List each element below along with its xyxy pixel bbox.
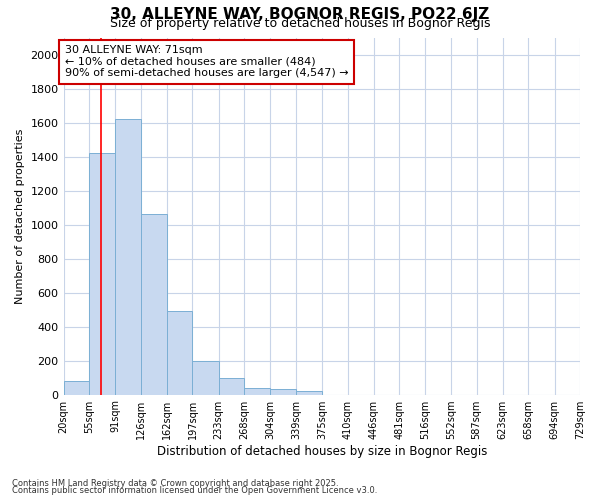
Bar: [244, 388, 271, 394]
Text: Contains public sector information licensed under the Open Government Licence v3: Contains public sector information licen…: [12, 486, 377, 495]
Bar: [115, 119, 141, 394]
Bar: [167, 312, 193, 394]
Bar: [218, 378, 244, 394]
Text: 30, ALLEYNE WAY, BOGNOR REGIS, PO22 6JZ: 30, ALLEYNE WAY, BOGNOR REGIS, PO22 6JZ: [110, 8, 490, 22]
Bar: [89, 153, 115, 394]
Text: Size of property relative to detached houses in Bognor Regis: Size of property relative to detached ho…: [110, 18, 490, 30]
Bar: [296, 391, 322, 394]
X-axis label: Distribution of detached houses by size in Bognor Regis: Distribution of detached houses by size …: [157, 444, 487, 458]
Bar: [141, 214, 167, 394]
Bar: [64, 381, 89, 394]
Bar: [193, 360, 218, 394]
Bar: [271, 390, 296, 394]
Y-axis label: Number of detached properties: Number of detached properties: [15, 128, 25, 304]
Text: Contains HM Land Registry data © Crown copyright and database right 2025.: Contains HM Land Registry data © Crown c…: [12, 478, 338, 488]
Text: 30 ALLEYNE WAY: 71sqm
← 10% of detached houses are smaller (484)
90% of semi-det: 30 ALLEYNE WAY: 71sqm ← 10% of detached …: [65, 45, 349, 78]
